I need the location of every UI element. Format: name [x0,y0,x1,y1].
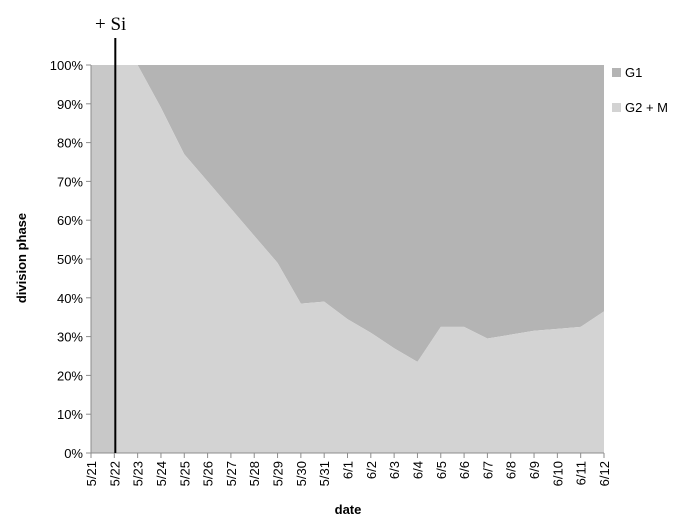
si-marker-label: + Si [95,14,126,35]
x-tick-label: 6/6 [457,461,472,479]
y-tick-label: 0% [64,446,83,461]
x-tick-label: 5/31 [317,461,332,486]
x-tick-label: 6/11 [574,461,589,485]
x-tick-label: 6/8 [504,461,519,479]
y-tick-label: 50% [57,252,83,267]
legend-label: G2 + M [625,100,668,115]
x-tick-label: 5/27 [224,461,239,486]
x-tick-label: 5/26 [201,461,216,486]
x-tick-label: 5/29 [271,461,286,486]
y-tick-label: 60% [57,213,83,228]
y-tick-label: 10% [57,407,83,422]
y-axis-title: division phase [14,213,29,303]
annotation: + Si [95,14,126,453]
x-tick-label: 5/22 [107,461,122,486]
x-tick-label: 6/7 [480,461,495,479]
x-axis-title: date [335,502,362,517]
x-tick-label: 5/23 [131,461,146,486]
x-tick-label: 6/9 [527,461,542,479]
y-tick-label: 100% [50,58,84,73]
y-axis: 0% 10% 20% 30% 40% 50% 60% 70% 80% 90% 100% [50,58,91,461]
x-tick-label: 5/30 [294,461,309,486]
y-tick-label: 80% [57,136,83,151]
x-tick-label: 5/21 [84,461,99,486]
area-g2m [91,65,604,453]
band-before-si [91,65,115,453]
x-tick-label: 6/1 [341,461,356,479]
plot-area [90,65,604,454]
legend-label: G1 [625,65,642,80]
x-tick-label: 6/5 [434,461,449,479]
legend: G1 G2 + M [612,65,668,115]
x-tick-label: 6/10 [550,461,565,486]
x-tick-label: 5/25 [177,461,192,486]
x-tick-label: 6/12 [597,461,612,486]
y-tick-label: 20% [57,368,83,383]
x-tick-label: 6/2 [364,461,379,479]
x-tick-label: 5/24 [154,461,169,486]
legend-swatch [612,103,621,112]
x-tick-label: 5/28 [247,461,262,486]
x-tick-label: 6/3 [387,461,402,479]
area-g1 [91,65,604,362]
y-tick-label: 70% [57,174,83,189]
y-tick-label: 90% [57,97,83,112]
x-tick-label: 6/4 [410,461,425,479]
y-tick-label: 30% [57,330,83,345]
y-tick-label: 40% [57,291,83,306]
legend-swatch [612,68,621,77]
x-axis: 5/21 5/22 5/23 5/24 5/25 5/26 5/27 5/28 5/29 5/30… [84,453,612,486]
